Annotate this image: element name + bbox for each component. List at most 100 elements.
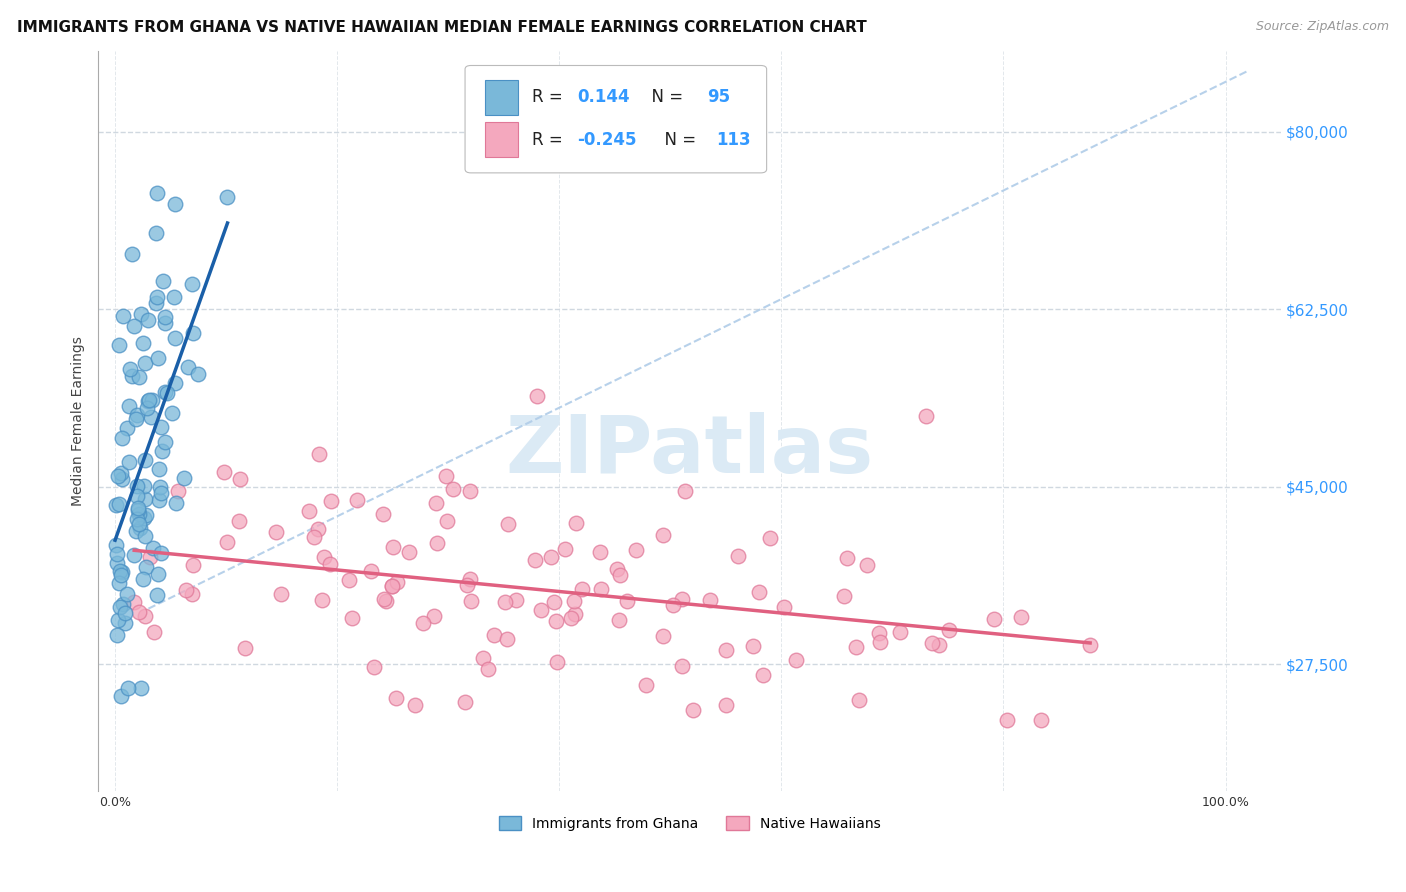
- Point: [163, 376, 186, 391]
- Point: [112, 309, 135, 323]
- Point: [1011, 610, 1033, 624]
- Point: [148, 462, 170, 476]
- Point: [524, 552, 547, 566]
- Point: [111, 431, 134, 445]
- Point: [412, 615, 434, 630]
- Point: [153, 310, 176, 325]
- Point: [477, 662, 499, 676]
- Point: [129, 681, 152, 696]
- Point: [371, 507, 394, 521]
- Point: [381, 540, 404, 554]
- Point: [914, 409, 936, 423]
- Point: [346, 492, 368, 507]
- Point: [426, 535, 449, 549]
- Point: [155, 385, 177, 400]
- Point: [434, 468, 457, 483]
- Point: [127, 501, 149, 516]
- Point: [634, 678, 657, 692]
- Text: N =: N =: [641, 88, 689, 106]
- Point: [543, 595, 565, 609]
- Point: [606, 561, 628, 575]
- Point: [145, 295, 167, 310]
- Point: [107, 556, 129, 570]
- Point: [270, 587, 292, 601]
- Point: [111, 597, 134, 611]
- Point: [121, 246, 143, 260]
- Point: [995, 713, 1018, 727]
- Point: [921, 636, 943, 650]
- Point: [104, 538, 127, 552]
- Point: [868, 626, 890, 640]
- Point: [496, 632, 519, 646]
- Point: [983, 612, 1005, 626]
- Point: [835, 550, 858, 565]
- Point: [530, 603, 553, 617]
- Point: [181, 558, 204, 572]
- Point: [456, 578, 478, 592]
- Point: [938, 623, 960, 637]
- Point: [167, 484, 190, 499]
- Point: [125, 479, 148, 493]
- Text: N =: N =: [654, 130, 702, 149]
- Point: [454, 695, 477, 709]
- Point: [163, 196, 186, 211]
- Point: [673, 484, 696, 499]
- Point: [146, 588, 169, 602]
- Point: [571, 582, 593, 597]
- Bar: [485, 122, 519, 157]
- Point: [138, 394, 160, 409]
- Point: [472, 651, 495, 665]
- Point: [136, 313, 159, 327]
- Point: [114, 615, 136, 630]
- Point: [460, 572, 482, 586]
- Text: R =: R =: [533, 88, 568, 106]
- Point: [314, 550, 336, 565]
- Point: [141, 392, 163, 407]
- Point: [727, 549, 749, 563]
- Point: [108, 576, 131, 591]
- Point: [505, 593, 527, 607]
- Text: 0.144: 0.144: [578, 88, 630, 106]
- Point: [111, 472, 134, 486]
- Point: [498, 517, 520, 532]
- Text: R =: R =: [533, 130, 568, 149]
- Point: [564, 607, 586, 622]
- Point: [928, 639, 950, 653]
- Y-axis label: Median Female Earnings: Median Female Earnings: [72, 336, 86, 506]
- Point: [212, 465, 235, 479]
- Point: [153, 316, 176, 330]
- Point: [142, 624, 165, 639]
- Point: [759, 531, 782, 545]
- Point: [423, 609, 446, 624]
- Point: [484, 628, 506, 642]
- Point: [385, 691, 408, 706]
- Point: [308, 447, 330, 461]
- Point: [132, 511, 155, 525]
- Point: [125, 512, 148, 526]
- Point: [152, 274, 174, 288]
- Point: [661, 598, 683, 612]
- Point: [374, 594, 396, 608]
- Point: [163, 290, 186, 304]
- Point: [134, 452, 156, 467]
- Point: [181, 326, 204, 341]
- Point: [134, 609, 156, 624]
- Point: [436, 514, 458, 528]
- Point: [135, 508, 157, 522]
- Point: [128, 605, 150, 619]
- Point: [682, 703, 704, 717]
- Point: [122, 595, 145, 609]
- Point: [118, 455, 141, 469]
- Text: Source: ZipAtlas.com: Source: ZipAtlas.com: [1256, 20, 1389, 33]
- Point: [173, 471, 195, 485]
- Point: [460, 594, 482, 608]
- Legend: Immigrants from Ghana, Native Hawaiians: Immigrants from Ghana, Native Hawaiians: [494, 811, 886, 836]
- Point: [128, 507, 150, 521]
- Point: [186, 367, 208, 381]
- Point: [302, 530, 325, 544]
- Point: [385, 575, 408, 590]
- Point: [156, 385, 179, 400]
- Point: [560, 610, 582, 624]
- Point: [148, 351, 170, 366]
- Point: [160, 406, 183, 420]
